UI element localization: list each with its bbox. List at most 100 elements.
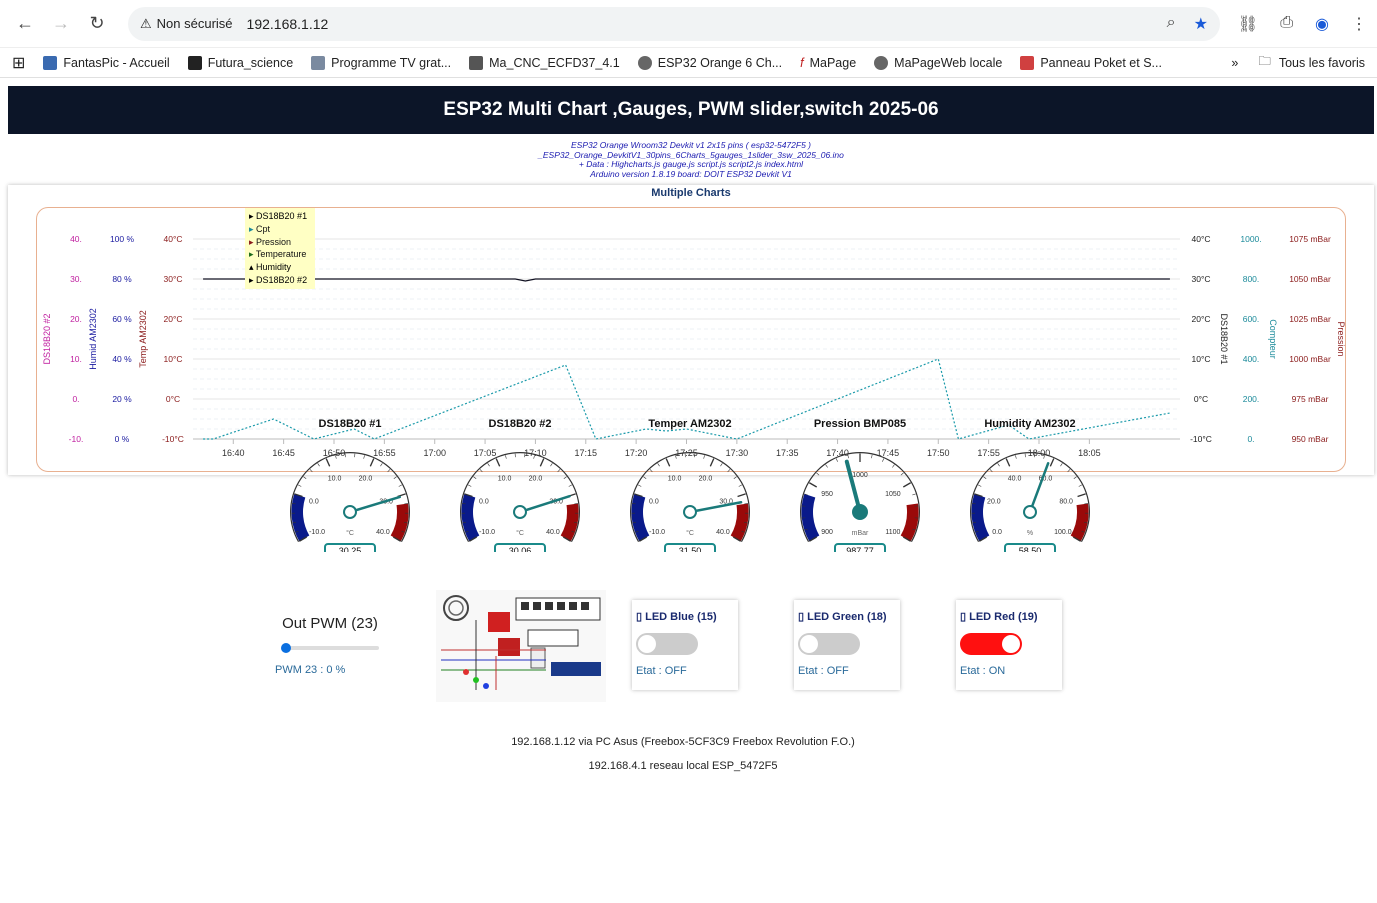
gauge-tick-label: 80.0 [1059,498,1073,505]
bookmark-item[interactable]: MaPageWeb locale [874,55,1002,70]
pwm-slider[interactable] [281,643,379,653]
back-icon[interactable]: ← [16,13,34,33]
legend-item[interactable]: ▴ Humidity [249,262,292,273]
zoom-icon[interactable]: ⌕ [1166,13,1176,31]
x-tick-label: 17:15 [575,448,598,458]
gauge-title: Humidity AM2302 [984,418,1076,430]
y-tick-label: 20 % [112,394,132,404]
forward-icon[interactable]: → [52,13,70,33]
legend-item[interactable]: ▸ DS18B20 #2 [249,274,308,285]
footer-line: 192.168.1.12 via PC Asus (Freebox-5CF3C9… [511,736,855,748]
bookmark-item[interactable]: FantasPic - Accueil [43,55,170,70]
link-icon[interactable]: ⛓ [1237,15,1259,33]
apps-icon[interactable]: ⊞ [12,54,26,72]
gauge-tick [912,528,916,531]
gauge-tick [468,484,472,487]
gauge-unit: % [1027,530,1033,537]
gauge-rim [970,452,1090,542]
address-bar[interactable]: ⚠ Non sécurisé 192.168.1.12 ⌕ ★ [128,6,1220,41]
bulb-icon: ▯ [798,611,805,623]
star-icon[interactable]: ★ [1193,15,1208,33]
bulb-icon: ▯ [960,611,967,623]
toggle-knob [1002,635,1020,653]
gauge-tick [1073,476,1077,479]
gauge-tick [292,522,297,524]
security-chip[interactable]: ⚠ Non sécurisé [140,16,233,32]
toggle-switch[interactable] [960,633,1022,655]
toggle-switch[interactable] [798,633,860,655]
multi-chart[interactable]: 16:40 16:45 16:50 16:55 17:00 17:05 17:10 17:15… [8,185,1374,475]
more-bookmarks-icon[interactable]: » [1231,55,1239,70]
gauge-tick [649,469,653,473]
gauge-needle [1028,462,1050,514]
gauge-tick [1067,469,1071,473]
chart-legend[interactable]: ▸ DS18B20 #1 ▸ Cpt ▸ Pression ▸ Temperat… [245,208,315,289]
wiring-diagram-image [436,590,606,702]
legend-item[interactable]: ▸ DS18B20 #1 [249,211,308,221]
x-tick-label: 17:35 [776,448,799,458]
info-line: Arduino version 1.8.19 board: DOIT ESP32… [590,168,792,179]
gauge-tick [1078,484,1082,487]
gauge-tick [469,536,478,542]
x-tick-label: 16:55 [373,448,396,458]
gauge-tick-label: 40.0 [546,529,560,536]
y-axis-title: Humid AM2302 [88,308,98,370]
bookmark-item[interactable]: Programme TV grat... [311,55,451,70]
x-tick-label: 17:20 [625,448,648,458]
gauge-tick [972,503,976,505]
gauge-tick [401,530,405,533]
y-tick-label: -10°C [162,434,184,444]
gauge-tick [533,455,535,459]
menu-icon[interactable]: ⋮ [1351,15,1367,33]
gauge-tick [298,484,302,487]
y-tick-label: 40°C [1192,234,1211,244]
bookmark-item[interactable]: Panneau Poket et S... [1020,55,1162,70]
all-bookmarks[interactable]: 🗀 Tous les favoris [1258,52,1365,73]
bookmark-item[interactable]: f MaPage [800,56,856,70]
bookmark-icon: f [800,55,804,70]
gauge-value: 30.25 [339,546,362,552]
gauge-tick [638,484,642,487]
bookmark-label: Panneau Poket et S... [1040,55,1162,70]
bookmark-item[interactable]: ESP32 Orange 6 Ch... [637,55,782,70]
gauge-tick [847,454,849,459]
y-tick-label: 10°C [1192,354,1211,364]
y-tick-label: 0. [1247,434,1254,444]
gauge-tick [473,476,477,479]
gauge-tick [479,469,483,473]
bookmark-label: Futura_science [207,55,294,70]
gauge-tick [1077,493,1086,498]
toggle-knob [800,635,818,653]
legend-item[interactable]: ▸ Pression [249,236,292,247]
gauge-tick-label: 20.0 [359,475,373,482]
bookmark-item[interactable]: Futura_science [187,55,294,70]
gauge-tick [1081,530,1085,533]
x-tick-label: 18:05 [1078,448,1101,458]
gauge-tick [882,458,885,462]
pwm-control: Out PWM (23) PWM 23 : 0 % [270,615,390,676]
y-tick-label: 40. [70,234,82,244]
legend-item[interactable]: ▸ Cpt [249,223,271,234]
bookmark-item[interactable]: Ma_CNC_ECFD37_4.1 [469,55,620,70]
toggle-knob [638,635,656,653]
reload-icon[interactable]: ↻ [89,13,105,33]
toggle-switch[interactable] [636,633,698,655]
gauge-tick-label: 100.0 [1054,529,1072,536]
y-axis-title: DS18B20 #2 [42,313,52,364]
legend-item[interactable]: ▸ Temperature [249,249,307,260]
x-tick-label: 17:05 [474,448,497,458]
gauge-tick [1072,536,1081,542]
slider-thumb[interactable] [281,643,291,653]
gauges-row: DS18B20 #1 -10.0 0.0 10.0 20.0 30.0 40.0 °C 30.2… [280,418,1100,558]
gauge-rim [460,452,580,542]
gauge-rim [630,452,750,542]
info-line: ESP32 Orange Wroom32 Devkit v1 2x15 pins… [570,140,811,150]
gauge-tick [292,503,296,505]
y-tick-label: 1025 mBar [1289,314,1331,324]
gauge-unit: °C [686,529,694,537]
gauge-hub [343,505,357,519]
gauge-tick [309,469,313,473]
profile-icon[interactable]: ◉ [1315,15,1329,33]
print-icon[interactable]: ⎙ [1280,13,1294,31]
bookmarks-bar: ⊞ FantasPic - Accueil Futura_science Pro… [0,48,1377,78]
